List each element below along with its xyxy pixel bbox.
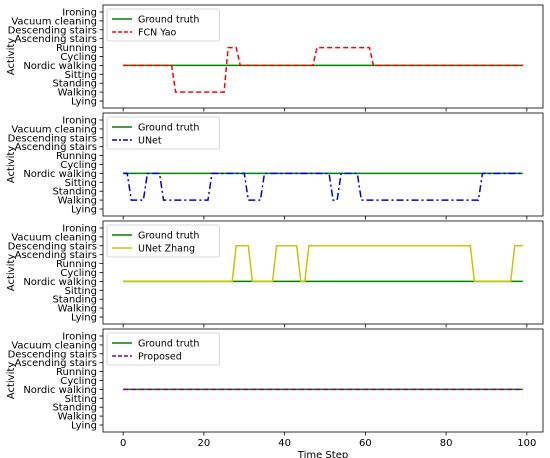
y-tick-label-descending-stairs: Descending stairs [8,241,97,252]
x-tick-label-0: 0 [120,438,126,449]
y-tick-label-walking: Walking [58,304,97,315]
y-tick-label-standing: Standing [52,295,97,306]
y-tick-label-walking: Walking [58,88,97,99]
x-tick-label-80: 80 [440,438,453,449]
y-tick-label-nordic-walking: Nordic walking [23,385,97,396]
legend-label-fcn-yao: FCN Yao [138,28,177,39]
y-tick-label-nordic-walking: Nordic walking [23,169,97,180]
y-tick-label-ascending-stairs: Ascending stairs [15,250,97,261]
legend-label-proposed: Proposed [138,352,182,363]
y-axis-label: Activity [6,254,17,291]
legend-label-ground-truth: Ground truth [138,339,199,350]
y-tick-label-vacuum-cleaning: Vacuum cleaning [11,340,97,351]
legend-box [106,224,220,258]
y-tick-label-nordic-walking: Nordic walking [23,61,97,72]
y-tick-label-running: Running [56,367,97,378]
x-axis-label: Time Step [297,450,348,458]
y-axis-label: Activity [6,146,17,183]
y-tick-label-cycling: Cycling [60,52,97,63]
series-line-fcn-yao [123,46,523,93]
y-tick-label-descending-stairs: Descending stairs [8,349,97,360]
legend-label-ground-truth: Ground truth [138,123,199,134]
y-tick-label-descending-stairs: Descending stairs [8,25,97,36]
y-tick-label-vacuum-cleaning: Vacuum cleaning [11,232,97,243]
x-tick-label-20: 20 [198,438,211,449]
y-tick-label-lying: Lying [71,97,97,108]
y-tick-label-ironing: Ironing [62,332,97,343]
series-line-unet [123,172,523,201]
y-tick-label-sitting: Sitting [65,178,97,189]
y-axis-label: Activity [6,38,17,75]
y-tick-label-lying: Lying [71,421,97,432]
y-tick-label-cycling: Cycling [60,160,97,171]
y-tick-label-ironing: Ironing [62,8,97,19]
y-tick-label-vacuum-cleaning: Vacuum cleaning [11,124,97,135]
y-tick-label-running: Running [56,259,97,270]
y-tick-label-walking: Walking [58,196,97,207]
y-axis-label: Activity [6,362,17,399]
legend-box [106,332,220,366]
x-tick-label-40: 40 [278,438,291,449]
y-tick-label-vacuum-cleaning: Vacuum cleaning [11,16,97,27]
y-tick-label-lying: Lying [71,205,97,216]
legend-label-ground-truth: Ground truth [138,15,199,26]
y-tick-label-walking: Walking [58,412,97,423]
legend-box [106,8,220,42]
series-line-unet-zhang [123,245,523,283]
legend-box [106,116,220,150]
y-tick-label-ironing: Ironing [62,224,97,235]
y-tick-label-cycling: Cycling [60,376,97,387]
legend-label-unet-zhang: UNet Zhang [138,244,195,255]
legend-label-ground-truth: Ground truth [138,231,199,242]
y-tick-label-cycling: Cycling [60,268,97,279]
y-tick-label-ascending-stairs: Ascending stairs [15,358,97,369]
y-tick-label-running: Running [56,43,97,54]
y-tick-label-sitting: Sitting [65,286,97,297]
y-tick-label-ascending-stairs: Ascending stairs [15,34,97,45]
y-tick-label-standing: Standing [52,403,97,414]
y-tick-label-standing: Standing [52,79,97,90]
y-tick-label-lying: Lying [71,313,97,324]
y-tick-label-ironing: Ironing [62,116,97,127]
legend-label-unet: UNet [138,136,162,147]
x-tick-label-60: 60 [359,438,372,449]
y-tick-label-sitting: Sitting [65,70,97,81]
y-tick-label-nordic-walking: Nordic walking [23,277,97,288]
y-tick-label-sitting: Sitting [65,394,97,405]
y-tick-label-descending-stairs: Descending stairs [8,133,97,144]
y-tick-label-standing: Standing [52,187,97,198]
y-tick-label-running: Running [56,151,97,162]
x-tick-label-100: 100 [517,438,536,449]
y-tick-label-ascending-stairs: Ascending stairs [15,142,97,153]
